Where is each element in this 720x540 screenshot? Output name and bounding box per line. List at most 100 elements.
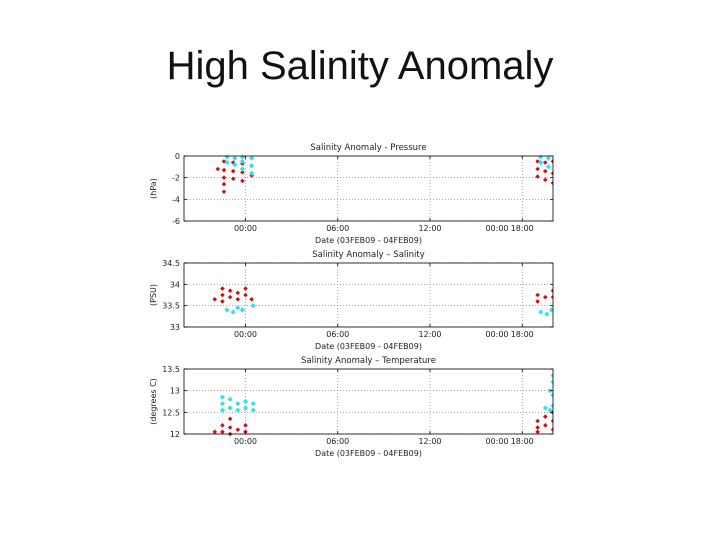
data-point-cyan bbox=[544, 311, 550, 317]
data-point-cyan bbox=[573, 305, 578, 310]
data-point-cyan bbox=[219, 401, 226, 407]
chart-title: Salinity Anomaly - Pressure bbox=[310, 143, 426, 153]
data-point-red bbox=[243, 286, 248, 291]
data-point-red bbox=[221, 189, 227, 195]
data-point-cyan bbox=[589, 162, 594, 167]
data-point-red bbox=[591, 200, 596, 205]
data-point-red bbox=[220, 299, 225, 304]
data-point-red bbox=[243, 292, 248, 298]
data-point-red bbox=[563, 284, 568, 289]
data-point-red bbox=[555, 271, 560, 276]
data-point-red bbox=[555, 280, 560, 285]
data-point-cyan bbox=[538, 159, 544, 166]
data-point-cyan bbox=[230, 309, 236, 315]
x-tick-label: 00:00 bbox=[234, 437, 257, 446]
plot-area bbox=[212, 372, 594, 436]
data-point-red bbox=[535, 159, 540, 164]
data-point-cyan bbox=[570, 154, 575, 159]
data-point-cyan bbox=[563, 156, 568, 161]
data-point-red bbox=[243, 423, 248, 428]
data-point-red bbox=[535, 299, 540, 304]
x-tick-label: 06:00 bbox=[326, 224, 349, 233]
data-point-red bbox=[535, 418, 540, 424]
data-point-red bbox=[550, 180, 553, 186]
data-point-cyan bbox=[242, 405, 249, 411]
data-point-cyan bbox=[570, 169, 575, 174]
data-point-red bbox=[558, 165, 563, 170]
data-point-cyan bbox=[232, 162, 238, 168]
data-point-red bbox=[249, 296, 254, 302]
data-point-cyan bbox=[578, 164, 583, 169]
data-point-red bbox=[589, 430, 594, 435]
x-tick-label: 00:00 bbox=[485, 330, 508, 339]
data-point-red bbox=[220, 286, 225, 291]
x-tick-label: 00:00 bbox=[234, 330, 257, 339]
data-point-red bbox=[543, 168, 548, 174]
data-point-cyan bbox=[239, 166, 246, 172]
y-axis-label: (hPa) bbox=[149, 178, 158, 199]
y-tick-label: 0 bbox=[175, 152, 180, 161]
data-point-red bbox=[574, 295, 579, 300]
data-point-cyan bbox=[589, 405, 594, 410]
slide-title: High Salinity Anomaly bbox=[166, 44, 554, 88]
x-axis-label: Date (03FEB09 - 04FEB09) bbox=[315, 449, 422, 458]
data-point-red bbox=[558, 175, 563, 180]
x-tick-label: 18:00 bbox=[511, 224, 534, 233]
data-point-red bbox=[221, 181, 227, 187]
data-point-cyan bbox=[239, 307, 246, 313]
data-point-red bbox=[215, 166, 221, 172]
x-axis-label: Date (03FEB09 - 04FEB09) bbox=[315, 236, 422, 245]
data-point-cyan bbox=[553, 154, 558, 159]
chart-panel-1: Salinity Anomaly - Pressure 0 -2 -4 -6 00:00 0… bbox=[149, 143, 596, 245]
data-point-red bbox=[574, 423, 579, 428]
data-point-cyan bbox=[555, 384, 560, 389]
data-point-cyan bbox=[566, 399, 571, 404]
x-tick-label: 12:00 bbox=[418, 437, 441, 446]
y-tick-label: 12 bbox=[170, 430, 180, 439]
plot-frame bbox=[183, 262, 554, 328]
data-point-red bbox=[558, 186, 563, 191]
x-tick-label: 00:00 bbox=[485, 224, 508, 233]
data-point-red bbox=[535, 166, 540, 172]
data-point-cyan bbox=[550, 379, 553, 385]
y-tick-label: -2 bbox=[172, 174, 180, 183]
data-point-red bbox=[550, 294, 553, 300]
y-tick-label: 34.5 bbox=[162, 259, 180, 268]
chart-panel-3: Salinity Anomaly – Temperature 13.5 13 12.5… bbox=[149, 356, 594, 458]
data-point-cyan bbox=[538, 309, 544, 315]
data-point-cyan bbox=[563, 163, 568, 168]
plot-frame bbox=[183, 155, 554, 222]
data-point-red bbox=[535, 292, 540, 298]
data-point-cyan bbox=[589, 180, 594, 185]
data-point-red bbox=[558, 421, 563, 426]
data-point-red bbox=[240, 178, 245, 184]
data-point-red bbox=[543, 160, 548, 165]
data-point-red bbox=[235, 290, 241, 296]
data-point-red bbox=[566, 170, 571, 175]
y-axis-label: (PSU) bbox=[149, 284, 158, 306]
x-tick-label: 12:00 bbox=[418, 224, 441, 233]
data-point-red bbox=[220, 429, 225, 435]
chart-panel-2: Salinity Anomaly – Salinity 34.5 34 33.5 33 0… bbox=[149, 250, 594, 351]
chart-title: Salinity Anomaly – Temperature bbox=[301, 356, 436, 366]
y-tick-label: 13.5 bbox=[162, 365, 180, 374]
data-point-red bbox=[543, 414, 548, 419]
data-point-cyan bbox=[232, 155, 238, 161]
data-point-red bbox=[566, 425, 571, 430]
data-point-red bbox=[569, 291, 574, 296]
data-point-cyan bbox=[249, 155, 255, 161]
plot-area bbox=[215, 154, 596, 205]
data-point-cyan bbox=[219, 394, 226, 400]
data-point-cyan bbox=[250, 303, 256, 309]
y-tick-label: -6 bbox=[172, 217, 180, 226]
data-point-red bbox=[230, 176, 236, 182]
y-tick-label: -4 bbox=[172, 195, 180, 204]
data-point-cyan bbox=[589, 305, 594, 310]
data-point-cyan bbox=[538, 154, 544, 160]
data-point-cyan bbox=[553, 159, 558, 164]
data-point-red bbox=[574, 173, 579, 178]
data-point-cyan bbox=[224, 307, 230, 313]
data-point-cyan bbox=[545, 155, 551, 161]
y-axis-label: (degrees C) bbox=[149, 378, 158, 425]
